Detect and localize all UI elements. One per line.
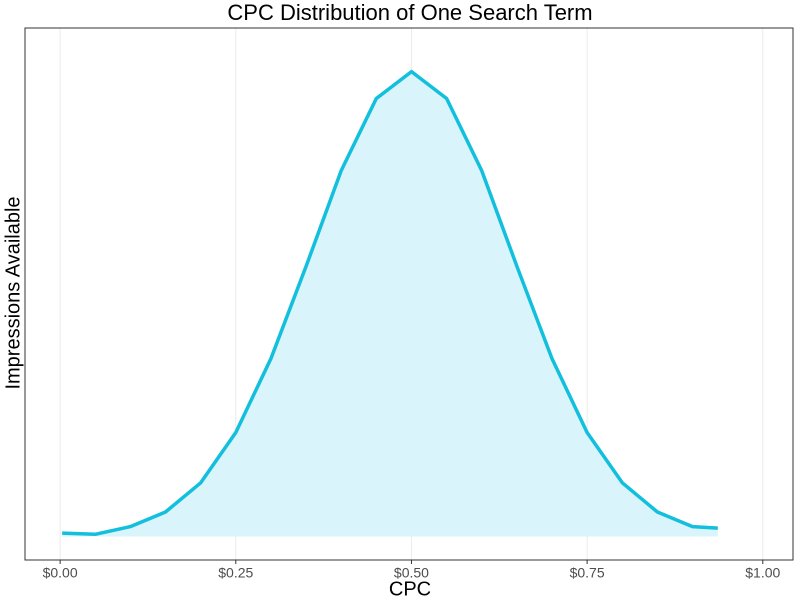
x-tick-label: $0.25 xyxy=(218,565,253,581)
plot-border xyxy=(24,27,794,561)
y-axis-title: Impressions Available xyxy=(2,196,24,389)
area-fill xyxy=(62,71,718,537)
x-tick-label: $1.00 xyxy=(745,565,780,581)
x-tick-label: $0.00 xyxy=(43,565,78,581)
x-tick-label: $0.75 xyxy=(570,565,605,581)
density-line xyxy=(62,69,718,537)
chart-title: CPC Distribution of One Search Term xyxy=(227,0,592,25)
x-axis-title: CPC xyxy=(389,578,431,600)
x-tick-label: $0.50 xyxy=(394,565,429,581)
